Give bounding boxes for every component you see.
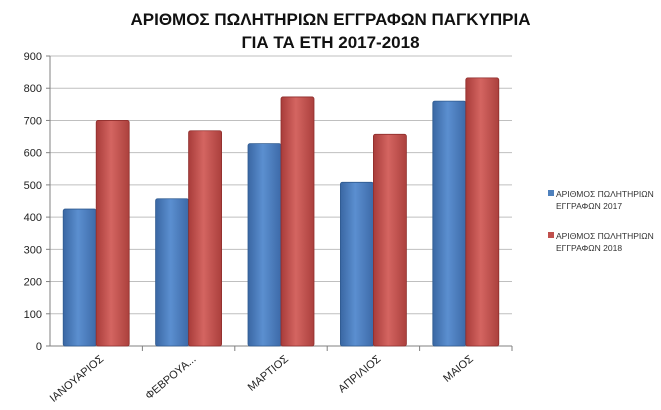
y-tick-label: 400	[24, 212, 42, 224]
bar-2017	[62, 208, 97, 347]
x-category-label: ΑΠΡΙΛΙΟΣ	[336, 353, 383, 395]
x-category-label: ΜΑΡΤΙΟΣ	[246, 353, 291, 394]
bar-2017	[247, 143, 282, 347]
y-tick-label: 100	[24, 309, 42, 321]
bar-2018	[95, 120, 130, 347]
bars	[62, 77, 500, 347]
y-tick-label: 300	[24, 244, 42, 256]
bar-2018	[372, 133, 407, 347]
legend-label-2018: ΑΡΙΘΜΟΣ ΠΩΛΗΤΗΡΙΩΝ ΕΓΓΡΑΦΩΝ 2018	[556, 231, 654, 253]
y-tick-label: 600	[24, 148, 42, 160]
y-tick-label: 0	[36, 341, 42, 353]
chart-title-line-2: ΓΙΑ ΤΑ ΕΤΗ 2017-2018	[241, 33, 420, 52]
bar-2017	[339, 181, 374, 347]
x-category-label: ΦΕΒΡΟΥΑ...	[143, 353, 198, 402]
bar-2018	[465, 77, 500, 347]
legend-item-2018: ΑΡΙΘΜΟΣ ΠΩΛΗΤΗΡΙΩΝ ΕΓΓΡΑΦΩΝ 2018	[548, 230, 660, 254]
legend: ΑΡΙΘΜΟΣ ΠΩΛΗΤΗΡΙΩΝ ΕΓΓΡΑΦΩΝ 2017 ΑΡΙΘΜΟΣ…	[548, 188, 660, 272]
x-category-label: ΙΑΝΟΥΑΡΙΟΣ	[48, 353, 107, 405]
legend-swatch-2017	[548, 190, 554, 196]
x-category-label: ΜΑΙΟΣ	[441, 353, 476, 385]
legend-label-2017: ΑΡΙΘΜΟΣ ΠΩΛΗΤΗΡΙΩΝ ΕΓΓΡΑΦΩΝ 2017	[556, 189, 654, 211]
y-tick-label: 700	[24, 115, 42, 127]
bar-2018	[188, 130, 223, 347]
chart-title-line-1: ΑΡΙΘΜΟΣ ΠΩΛΗΤΗΡΙΩΝ ΕΓΓΡΑΦΩΝ ΠΑΓΚΥΠΡΙΑ	[130, 10, 531, 29]
legend-swatch-2018	[548, 232, 554, 238]
bar-2017	[155, 198, 190, 347]
y-tick-label: 500	[24, 180, 42, 192]
y-tick-label: 900	[24, 51, 42, 63]
bar-2018	[280, 96, 315, 347]
legend-item-2017: ΑΡΙΘΜΟΣ ΠΩΛΗΤΗΡΙΩΝ ΕΓΓΡΑΦΩΝ 2017	[548, 188, 660, 212]
bar-2017	[432, 100, 467, 347]
y-tick-label: 200	[24, 277, 42, 289]
y-tick-label: 800	[24, 83, 42, 95]
chart-title: ΑΡΙΘΜΟΣ ΠΩΛΗΤΗΡΙΩΝ ΕΓΓΡΑΦΩΝ ΠΑΓΚΥΠΡΙΑ ΓΙ…	[0, 8, 661, 54]
